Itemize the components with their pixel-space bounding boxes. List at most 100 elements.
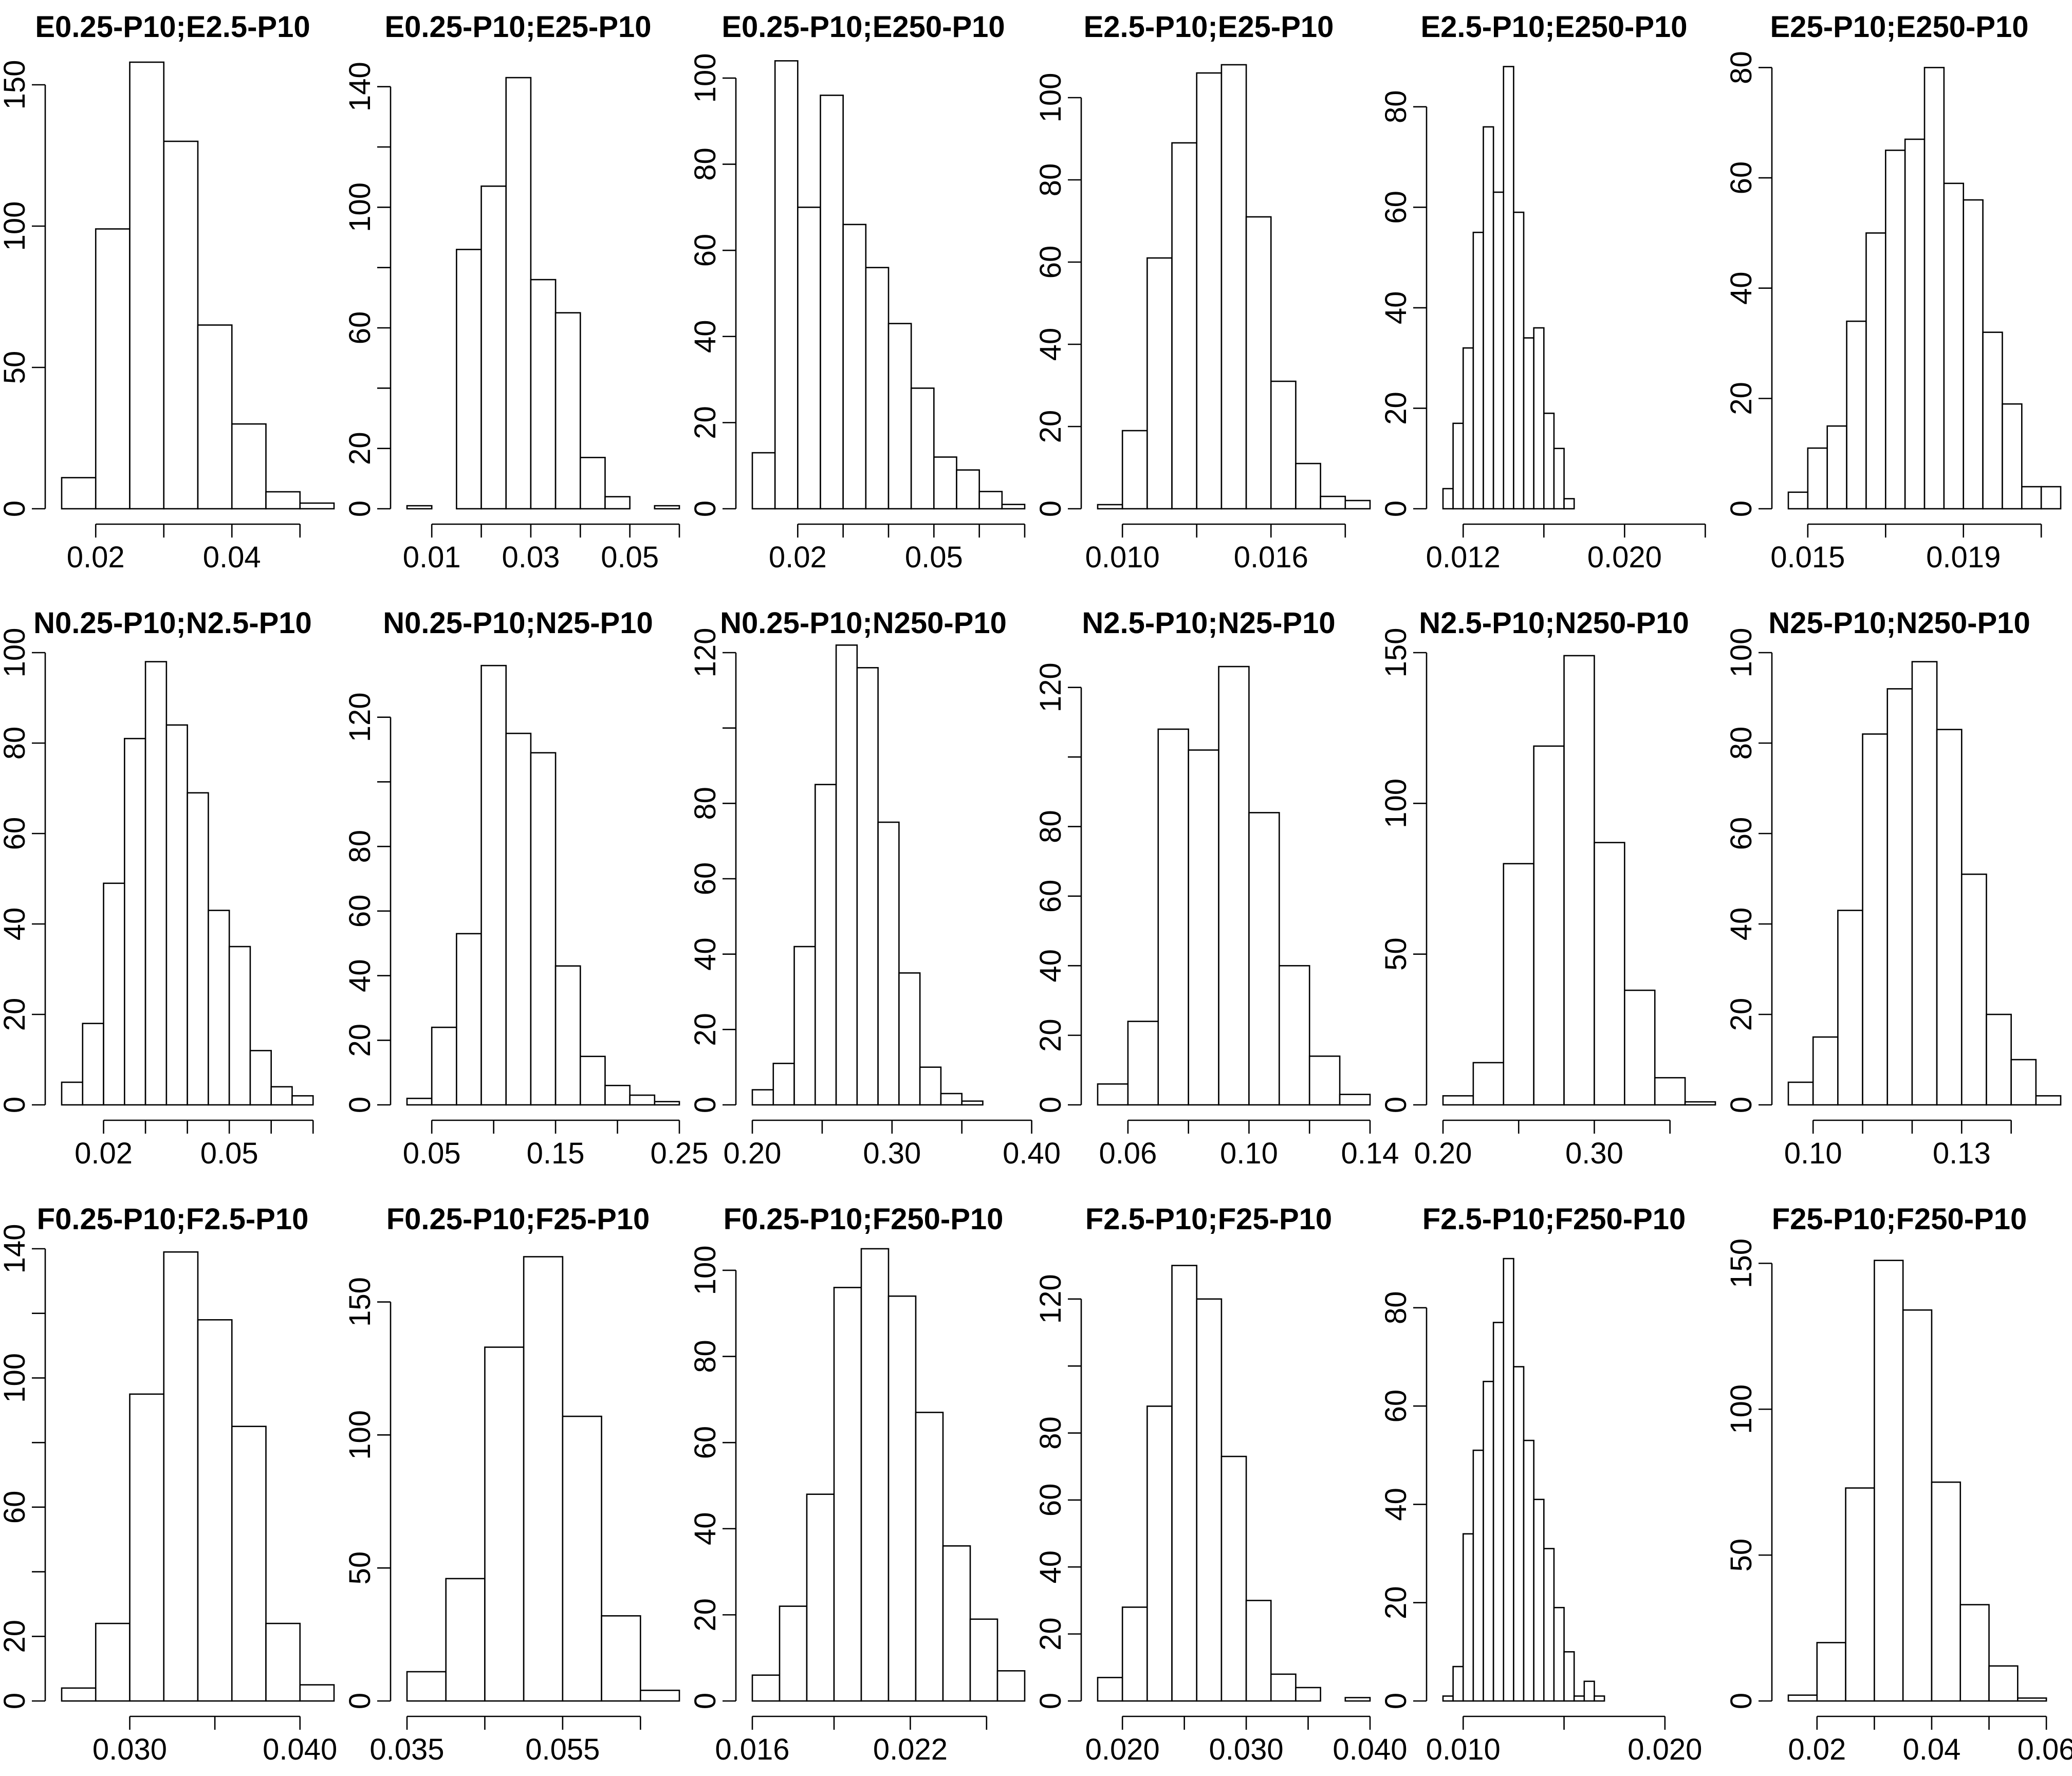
histogram-bar xyxy=(1845,1487,1875,1702)
histogram-bar xyxy=(1523,337,1534,510)
panel-title: E0.25-P10;E2.5-P10 xyxy=(35,10,310,44)
panel-title: F0.25-P10;F250-P10 xyxy=(724,1202,1004,1236)
histogram-bar xyxy=(1171,1265,1198,1702)
panel-title: E0.25-P10;E250-P10 xyxy=(721,10,1005,44)
y-tick-label: 100 xyxy=(689,53,722,103)
x-tick-label: 0.055 xyxy=(525,1733,600,1766)
histogram-bar xyxy=(103,882,125,1106)
y-tick-label: 60 xyxy=(689,1426,722,1459)
y-tick-label: 60 xyxy=(1379,191,1413,224)
x-tick-label: 0.06 xyxy=(1099,1137,1157,1170)
histogram-bar xyxy=(1344,499,1371,510)
histogram-bar xyxy=(480,185,507,510)
histogram-bar xyxy=(1787,1694,1818,1702)
y-tick-label: 20 xyxy=(1034,1617,1067,1651)
y-tick-label: 0 xyxy=(689,1693,722,1709)
histogram-bar xyxy=(919,1066,942,1106)
x-tick-label: 0.14 xyxy=(1341,1137,1399,1170)
y-tick-label: 0 xyxy=(1725,1693,1758,1709)
panel-title: E0.25-P10;E25-P10 xyxy=(384,10,651,44)
y-tick-label: 60 xyxy=(343,311,377,345)
histogram-bar xyxy=(1279,965,1310,1106)
histogram-bar xyxy=(1452,1666,1464,1702)
histogram-bar xyxy=(1988,1665,2019,1702)
y-tick-label: 20 xyxy=(0,998,31,1031)
histogram-bar xyxy=(1884,150,1906,510)
histogram-bar xyxy=(779,1605,808,1702)
x-tick-label: 0.020 xyxy=(1085,1733,1160,1766)
y-tick-label: 60 xyxy=(1379,1390,1413,1423)
histogram-bar xyxy=(835,644,858,1106)
histogram-bar xyxy=(1543,1548,1555,1702)
histogram-bar xyxy=(860,1248,890,1702)
x-tick-label: 0.05 xyxy=(200,1137,258,1170)
y-tick-label: 0 xyxy=(689,1097,722,1113)
histogram-bar xyxy=(579,456,606,510)
histogram-bar xyxy=(1533,327,1545,510)
y-tick-label: 0 xyxy=(1725,1097,1758,1113)
x-tick-label: 0.035 xyxy=(369,1733,444,1766)
histogram-bar xyxy=(1624,989,1656,1106)
panel-title: N2.5-P10;N250-P10 xyxy=(1419,606,1689,640)
histogram-bar xyxy=(1986,1013,2012,1106)
y-tick-label: 150 xyxy=(0,60,31,110)
x-tick-label: 0.15 xyxy=(527,1137,585,1170)
histogram-bar xyxy=(1097,1083,1129,1106)
histogram-bar xyxy=(1812,1036,1839,1106)
y-tick-label: 40 xyxy=(1034,328,1067,361)
x-tick-label: 0.02 xyxy=(67,541,125,574)
y-tick-label: 40 xyxy=(1725,908,1758,941)
y-tick-label: 50 xyxy=(343,1551,377,1585)
y-tick-label: 0 xyxy=(343,1693,377,1709)
x-tick-label: 0.04 xyxy=(1903,1733,1961,1766)
histogram-bar xyxy=(554,312,581,510)
histogram-bar xyxy=(1886,688,1913,1106)
x-tick-label: 0.030 xyxy=(1209,1733,1284,1766)
histogram-bar xyxy=(1931,1481,1962,1702)
x-tick-label: 0.40 xyxy=(1003,1137,1061,1170)
histogram-bar xyxy=(910,387,935,510)
histogram-bar xyxy=(1837,910,1863,1106)
histogram-bar xyxy=(1295,462,1321,510)
histogram-bar xyxy=(95,1622,131,1702)
histogram-bar xyxy=(2040,486,2062,510)
histogram-bar xyxy=(1188,749,1219,1106)
histogram-bar xyxy=(2010,1059,2037,1106)
y-tick-label: 60 xyxy=(0,817,31,850)
histogram-bar xyxy=(1846,320,1867,510)
y-tick-label: 120 xyxy=(343,692,377,742)
y-tick-label: 20 xyxy=(1379,392,1413,425)
histogram-panel: N2.5-P10;N25-P10 0.06 0.10 0.14 0 20 40 60 80 120 xyxy=(1034,606,1399,1170)
histogram-bar xyxy=(1097,1677,1123,1702)
y-tick-label: 20 xyxy=(343,1024,377,1057)
histogram-bar xyxy=(1816,1642,1846,1702)
y-tick-label: 100 xyxy=(1725,1384,1758,1434)
histogram-bar xyxy=(639,1689,680,1702)
histogram-bar xyxy=(1563,1651,1575,1702)
histogram-bar xyxy=(129,61,165,510)
histogram-bar xyxy=(772,1063,795,1106)
y-tick-label: 60 xyxy=(689,234,722,267)
histogram-bar xyxy=(1121,430,1148,510)
histogram-bar xyxy=(1483,126,1494,510)
x-tick-label: 0.05 xyxy=(403,1137,461,1170)
y-tick-label: 60 xyxy=(689,862,722,896)
panel-title: F25-P10;F250-P10 xyxy=(1772,1202,2027,1236)
histogram-bar xyxy=(1982,331,2003,510)
histogram-bar xyxy=(505,732,532,1106)
y-tick-label: 40 xyxy=(1034,949,1067,983)
histogram-bar xyxy=(1245,216,1272,510)
histogram-bar xyxy=(1127,1021,1159,1106)
x-tick-label: 0.05 xyxy=(905,541,963,574)
x-tick-label: 0.012 xyxy=(1426,541,1501,574)
histogram-bar xyxy=(197,324,233,510)
histogram-bar xyxy=(1911,661,1938,1106)
y-tick-label: 0 xyxy=(1725,501,1758,517)
y-tick-label: 0 xyxy=(343,501,377,517)
histogram-bar xyxy=(915,1412,944,1702)
y-tick-label: 100 xyxy=(1725,628,1758,678)
histogram-bar xyxy=(956,469,980,510)
histogram-bar xyxy=(231,423,267,510)
y-tick-label: 0 xyxy=(0,1097,31,1113)
histogram-bar xyxy=(887,1295,917,1702)
